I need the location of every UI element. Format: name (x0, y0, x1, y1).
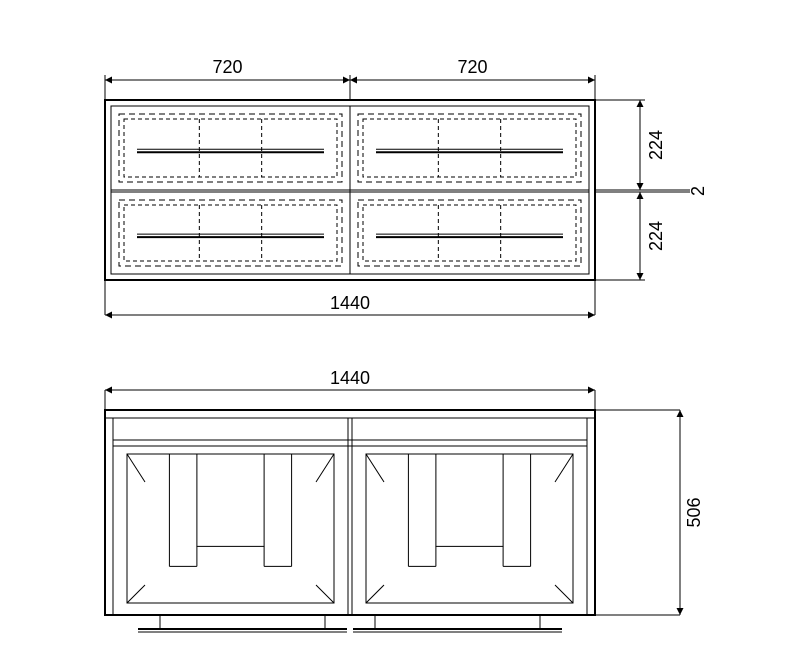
svg-text:224: 224 (646, 221, 666, 251)
svg-text:720: 720 (212, 57, 242, 77)
svg-text:2: 2 (688, 186, 708, 196)
svg-text:1440: 1440 (330, 293, 370, 313)
svg-text:720: 720 (457, 57, 487, 77)
svg-text:224: 224 (646, 130, 666, 160)
svg-text:1440: 1440 (330, 368, 370, 388)
svg-text:506: 506 (684, 497, 704, 527)
